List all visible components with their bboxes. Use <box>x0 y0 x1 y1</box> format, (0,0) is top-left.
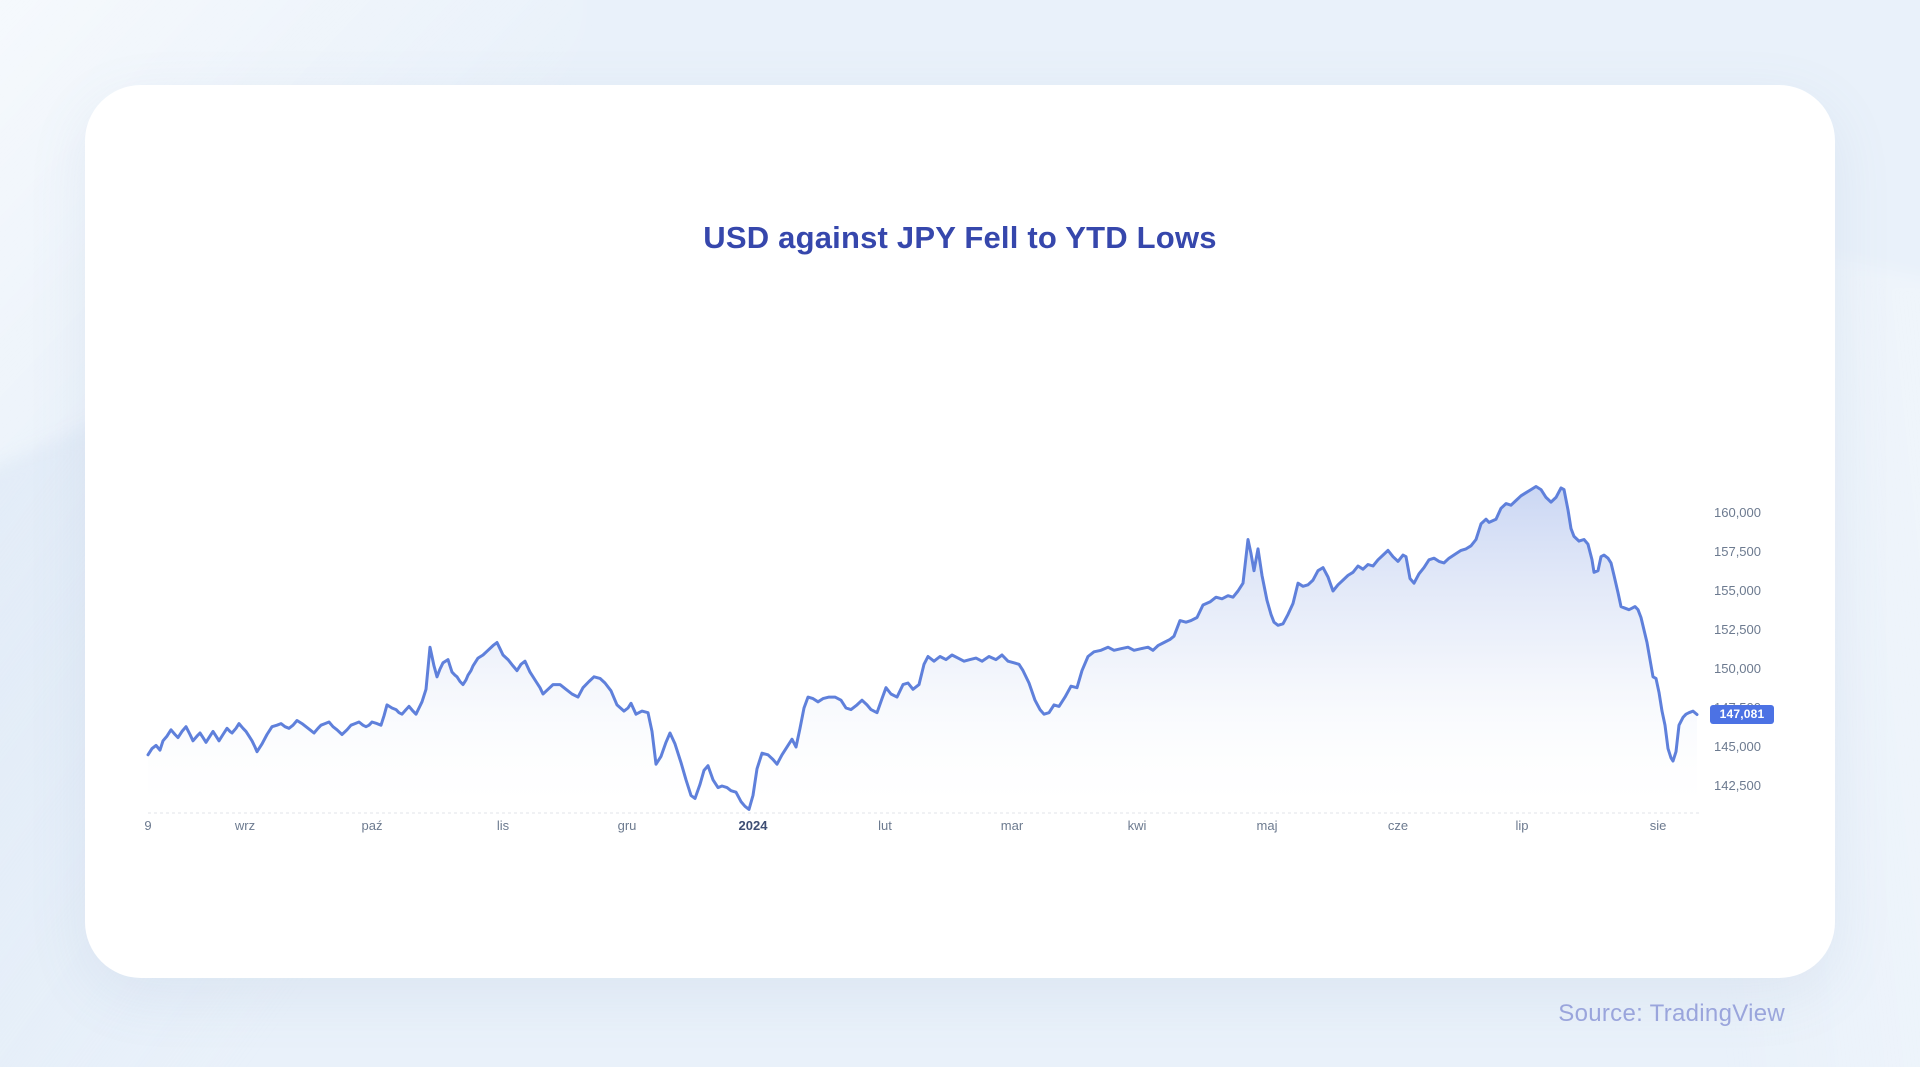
x-axis-tick-label: maj <box>1256 818 1278 833</box>
x-axis-tick-label: lis <box>496 818 510 833</box>
y-axis-tick-label: 145,000 <box>1714 739 1761 754</box>
usdjpy-area-chart <box>146 485 1700 814</box>
y-axis-tick-label: 160,000 <box>1714 505 1761 520</box>
x-axis-tick-label: lip <box>1515 818 1529 833</box>
area-fill <box>148 486 1697 813</box>
chart-card: USD against JPY Fell to YTD Lows 9 wrz paź… <box>85 85 1835 978</box>
y-axis-tick-label: 157,500 <box>1714 544 1761 559</box>
y-axis-tick-label: 150,000 <box>1714 661 1761 676</box>
x-axis-tick-label: cze <box>1387 818 1409 833</box>
chart-title: USD against JPY Fell to YTD Lows <box>703 220 1217 255</box>
x-axis-tick-label: wrz <box>234 818 256 833</box>
x-axis-tick-label: 9 <box>144 818 152 833</box>
source-credit: Source: TradingView <box>1558 1000 1785 1027</box>
y-axis-tick-label: 155,000 <box>1714 583 1761 598</box>
x-axis-tick-label: paź <box>361 818 383 833</box>
x-axis-tick-label: kwi <box>1127 818 1147 833</box>
x-axis-tick-label: mar <box>1000 818 1024 833</box>
x-axis-tick-label: gru <box>617 818 637 833</box>
y-axis-tick-label: 142,500 <box>1714 778 1761 793</box>
price-line <box>146 485 1699 811</box>
x-axis-tick-label: sie <box>1649 818 1667 833</box>
x-axis-tick-label: lut <box>878 818 892 833</box>
last-price-badge: 147,081 <box>1710 705 1774 725</box>
x-axis-tick-label: 2024 <box>738 818 768 833</box>
y-axis-tick-label: 152,500 <box>1714 622 1761 637</box>
